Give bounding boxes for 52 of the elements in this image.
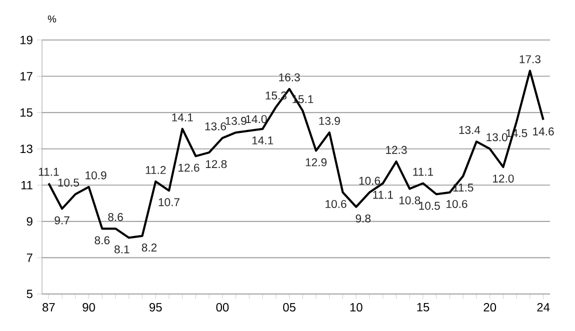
y-tick-label: 13 xyxy=(20,144,32,154)
y-tick-label: 19 xyxy=(20,36,32,44)
data-label: 8.6 xyxy=(108,213,123,222)
data-label: 12.9 xyxy=(306,158,327,166)
data-label: 16.3 xyxy=(279,73,300,82)
x-tick-label: 05 xyxy=(283,303,296,312)
x-tick-label: 20 xyxy=(484,303,496,312)
y-tick-label: 11 xyxy=(21,181,32,190)
data-label: 14.6 xyxy=(533,127,554,136)
data-label: 10.6 xyxy=(359,176,380,185)
data-label: 14.0 xyxy=(246,115,267,124)
y-axis-title: % xyxy=(48,15,56,22)
data-label: 10.6 xyxy=(326,200,346,208)
data-label: 14.1 xyxy=(172,113,193,122)
data-label: 9.8 xyxy=(356,214,371,223)
y-tick-label: 17 xyxy=(20,72,32,80)
data-label: 10.5 xyxy=(58,178,79,187)
x-tick-label: 24 xyxy=(537,303,550,312)
x-tick-label: 10 xyxy=(350,303,362,312)
data-label: 12.8 xyxy=(206,160,227,168)
y-tick-label: 5 xyxy=(26,290,32,298)
data-label: 13.6 xyxy=(205,122,226,130)
x-tick-label: 90 xyxy=(82,303,96,312)
data-label: 17.3 xyxy=(520,55,540,64)
x-tick-label: 00 xyxy=(216,303,229,312)
data-label: 8.1 xyxy=(114,245,130,254)
data-label: 12.6 xyxy=(178,164,200,172)
x-tick-label: 87 xyxy=(42,303,55,312)
y-tick-label: 7 xyxy=(26,254,32,262)
data-label: 13.9 xyxy=(319,116,340,125)
y-tick-label: 15 xyxy=(20,108,32,117)
x-tick-label: 15 xyxy=(417,303,430,312)
data-label: 10.9 xyxy=(86,171,106,180)
data-label: 9.7 xyxy=(54,216,70,224)
data-label: 12.3 xyxy=(386,146,407,154)
data-label: 14.1 xyxy=(252,136,274,144)
y-tick-label: 9 xyxy=(26,217,32,226)
data-label: 10.6 xyxy=(446,200,468,208)
data-label: 13.9 xyxy=(226,116,246,125)
data-label: 12.0 xyxy=(493,174,514,183)
x-tick-label: 95 xyxy=(150,303,162,312)
data-label: 10.8 xyxy=(399,196,420,204)
data-label: 13.0 xyxy=(486,133,508,142)
data-label: 8.6 xyxy=(94,236,110,244)
data-label: 13.4 xyxy=(459,126,480,134)
data-label: 11.1 xyxy=(413,168,434,176)
data-label: 11.1 xyxy=(373,190,393,199)
data-label: 11.2 xyxy=(146,166,166,174)
data-label: 8.2 xyxy=(142,244,157,252)
data-label: 10.7 xyxy=(158,198,180,206)
data-label: 10.5 xyxy=(419,202,440,210)
data-label: 11.1 xyxy=(38,168,59,176)
